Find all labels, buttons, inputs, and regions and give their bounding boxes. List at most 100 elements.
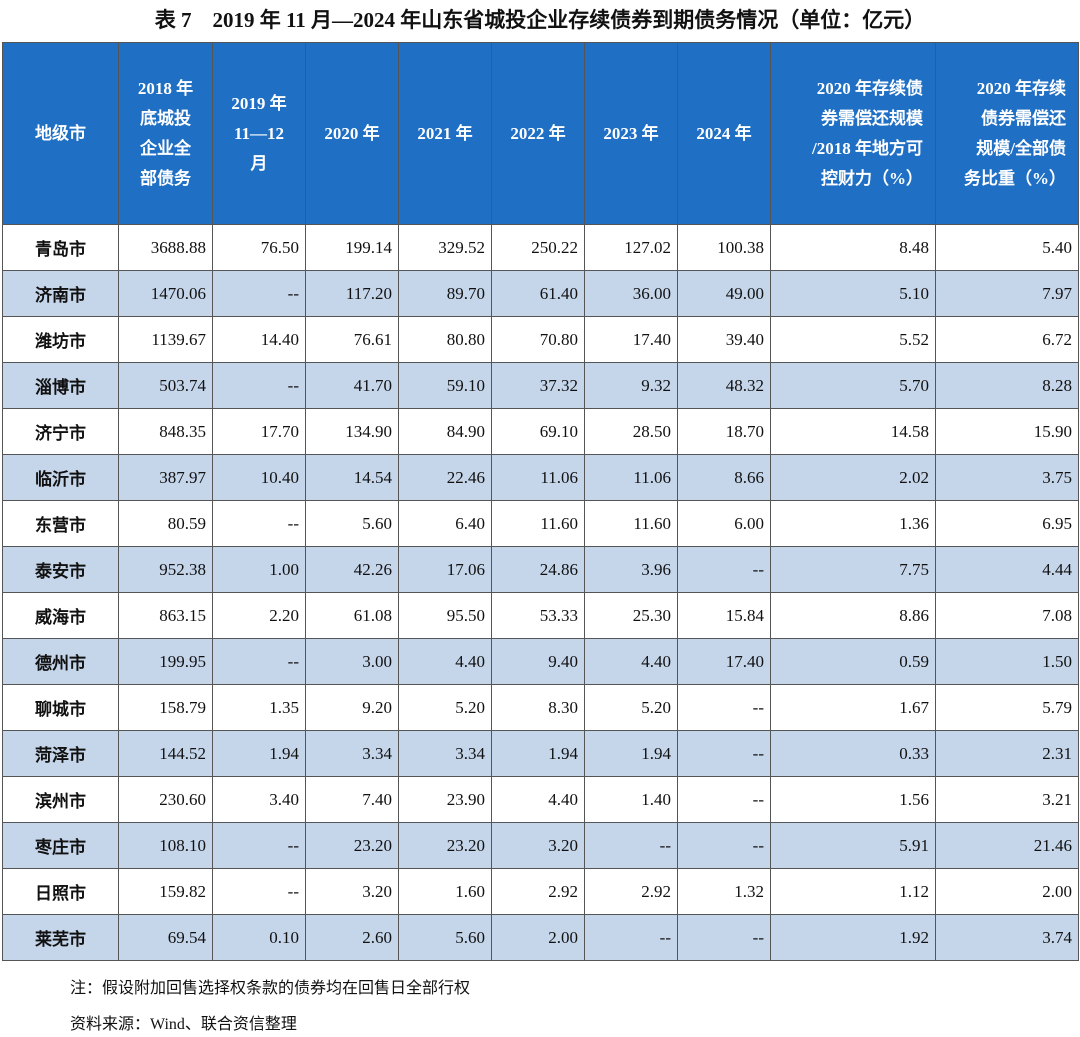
value-cell: 1.35 [212, 684, 306, 731]
value-cell: 76.50 [212, 224, 306, 271]
value-cell: 14.40 [212, 316, 306, 363]
city-cell: 莱芜市 [2, 914, 119, 961]
value-cell: -- [212, 270, 306, 317]
value-cell: 863.15 [118, 592, 213, 639]
value-cell: 5.91 [770, 822, 936, 869]
table-row: 青岛市 3688.88 76.50 199.14 329.52 250.22 127.02 1… [2, 224, 1079, 271]
header-line: 2024 年 [696, 123, 752, 143]
value-cell: 1.67 [770, 684, 936, 731]
value-cell: 5.20 [584, 684, 678, 731]
header-line: 券需偿还规模 [821, 108, 923, 128]
value-cell: 14.58 [770, 408, 936, 455]
value-cell: -- [212, 362, 306, 409]
value-cell: 17.06 [398, 546, 492, 593]
city-cell: 德州市 [2, 638, 119, 685]
value-cell: -- [212, 868, 306, 915]
header-line: 企业全 [140, 138, 191, 158]
value-cell: 4.40 [491, 776, 585, 823]
value-cell: 3.00 [305, 638, 399, 685]
header-line: 11—12 [233, 123, 285, 143]
value-cell: -- [677, 684, 771, 731]
value-cell: 2.92 [584, 868, 678, 915]
table-row: 滨州市 230.60 3.40 7.40 23.90 4.40 1.40 -- 1.56 3.21 [2, 776, 1079, 823]
table-row: 莱芜市 69.54 0.10 2.60 5.60 2.00 -- -- 1.92 3.74 [2, 914, 1079, 961]
header-line: 2022 年 [510, 123, 566, 143]
value-cell: 1.50 [935, 638, 1079, 685]
value-cell: 848.35 [118, 408, 213, 455]
value-cell: 3.40 [212, 776, 306, 823]
value-cell: 7.97 [935, 270, 1079, 317]
value-cell: 49.00 [677, 270, 771, 317]
value-cell: 1.36 [770, 500, 936, 547]
value-cell: 21.46 [935, 822, 1079, 869]
value-cell: -- [212, 822, 306, 869]
value-cell: 3.96 [584, 546, 678, 593]
value-cell: 80.59 [118, 500, 213, 547]
value-cell: 4.40 [398, 638, 492, 685]
header-cell: 2023 年 [584, 42, 678, 225]
value-cell: 9.32 [584, 362, 678, 409]
value-cell: 24.86 [491, 546, 585, 593]
value-cell: 3.34 [398, 730, 492, 777]
value-cell: -- [677, 776, 771, 823]
value-cell: 15.84 [677, 592, 771, 639]
table-row: 枣庄市 108.10 -- 23.20 23.20 3.20 -- -- 5.91 21.46 [2, 822, 1079, 869]
value-cell: 89.70 [398, 270, 492, 317]
source: 资料来源：Wind、联合资信整理 [70, 1016, 297, 1033]
value-cell: 61.08 [305, 592, 399, 639]
value-cell: 23.20 [305, 822, 399, 869]
header-line: 2020 年存续 [976, 78, 1066, 98]
value-cell: 1.94 [491, 730, 585, 777]
value-cell: 8.66 [677, 454, 771, 501]
header-line: 部债务 [140, 168, 191, 188]
table-row: 潍坊市 1139.67 14.40 76.61 80.80 70.80 17.40 39.40… [2, 316, 1079, 363]
value-cell: 80.80 [398, 316, 492, 363]
value-cell: 14.54 [305, 454, 399, 501]
header-row: 地级市 2018 年底城投 企业全 部债务 2019 年 11—12 月 2020 年 2021… [2, 42, 1079, 225]
header-line: 2020 年 [324, 123, 380, 143]
value-cell: 69.10 [491, 408, 585, 455]
value-cell: 41.70 [305, 362, 399, 409]
header-line: 2020 年存续债 [816, 78, 923, 98]
value-cell: 8.28 [935, 362, 1079, 409]
value-cell: 250.22 [491, 224, 585, 271]
table-row: 淄博市 503.74 -- 41.70 59.10 37.32 9.32 48.32 5.70 8… [2, 362, 1079, 409]
value-cell: 11.60 [584, 500, 678, 547]
value-cell: 3.74 [935, 914, 1079, 961]
value-cell: 84.90 [398, 408, 492, 455]
note: 注：假设附加回售选择权条款的债券均在回售日全部行权 [70, 980, 471, 997]
value-cell: 11.06 [584, 454, 678, 501]
value-cell: 2.31 [935, 730, 1079, 777]
header-cell: 2024 年 [677, 42, 771, 225]
header-cell: 2020 年存续 债券需偿还 规模/全部债 务比重（%） [935, 42, 1079, 225]
value-cell: 2.60 [305, 914, 399, 961]
value-cell: -- [677, 730, 771, 777]
value-cell: 6.00 [677, 500, 771, 547]
header-cell: 2022 年 [491, 42, 585, 225]
value-cell: 1.12 [770, 868, 936, 915]
value-cell: 4.40 [584, 638, 678, 685]
city-cell: 淄博市 [2, 362, 119, 409]
value-cell: 3.34 [305, 730, 399, 777]
value-cell: 387.97 [118, 454, 213, 501]
header-cell: 2018 年底城投 企业全 部债务 [118, 42, 213, 225]
value-cell: 7.08 [935, 592, 1079, 639]
value-cell: 134.90 [305, 408, 399, 455]
value-cell: 5.79 [935, 684, 1079, 731]
header-line: 务比重（%） [964, 168, 1066, 188]
city-cell: 潍坊市 [2, 316, 119, 363]
value-cell: 230.60 [118, 776, 213, 823]
city-cell: 泰安市 [2, 546, 119, 593]
value-cell: 3.20 [305, 868, 399, 915]
city-cell: 临沂市 [2, 454, 119, 501]
value-cell: 5.10 [770, 270, 936, 317]
value-cell: 10.40 [212, 454, 306, 501]
table-row: 日照市 159.82 -- 3.20 1.60 2.92 2.92 1.32 1.12 2.00 [2, 868, 1079, 915]
header-cell: 2021 年 [398, 42, 492, 225]
table-row: 德州市 199.95 -- 3.00 4.40 9.40 4.40 17.40 0.59 1.50 [2, 638, 1079, 685]
header-line: 底城投 [140, 108, 191, 128]
value-cell: 3.21 [935, 776, 1079, 823]
value-cell: 17.40 [584, 316, 678, 363]
value-cell: 9.40 [491, 638, 585, 685]
